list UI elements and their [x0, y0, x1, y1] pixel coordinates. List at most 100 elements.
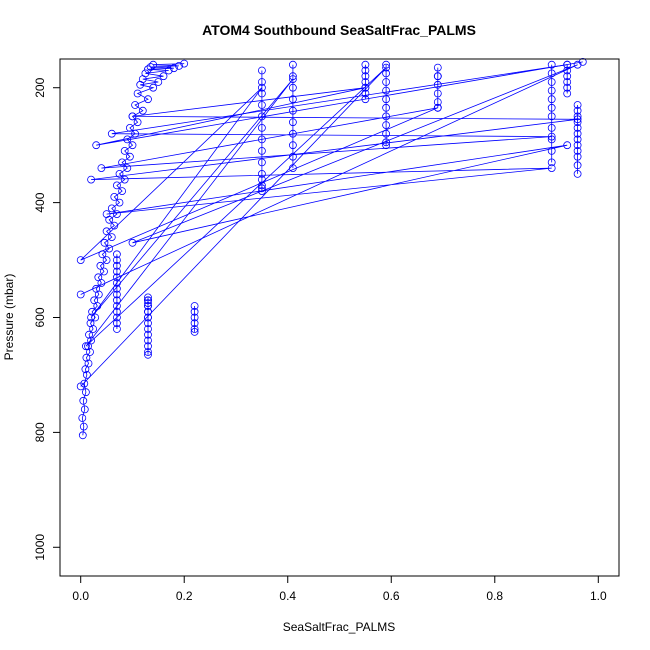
data-point — [175, 62, 183, 70]
data-point — [87, 313, 95, 322]
data-point — [113, 267, 121, 276]
data-point — [133, 118, 142, 127]
y-axis: 200 400 600 800 1000 — [33, 77, 61, 561]
data-point — [190, 302, 199, 310]
data-point — [288, 152, 297, 161]
data-point — [433, 63, 442, 72]
series-line-1 — [81, 63, 185, 436]
data-point — [190, 313, 199, 322]
data-point — [120, 175, 129, 184]
data-point — [144, 330, 152, 339]
data-point — [86, 348, 94, 356]
data-point — [97, 164, 106, 173]
data-point — [144, 299, 152, 308]
data-point — [288, 118, 297, 127]
data-point — [113, 210, 121, 219]
data-point — [87, 336, 95, 345]
data-point — [90, 296, 99, 305]
x-tick-label: 0.2 — [176, 589, 193, 603]
data-point — [573, 169, 582, 178]
data-point — [110, 221, 119, 230]
data-point — [433, 98, 442, 106]
data-point — [79, 422, 88, 431]
y-axis-label: Pressure (mbar) — [2, 274, 16, 361]
data-point — [573, 161, 582, 170]
data-point — [144, 336, 152, 345]
data-point — [131, 101, 140, 109]
y-tick-label: 200 — [33, 77, 47, 97]
data-point — [128, 141, 137, 150]
data-point — [563, 141, 572, 150]
data-point — [85, 330, 93, 339]
data-point — [144, 302, 152, 310]
data-point — [288, 60, 297, 69]
data-point — [164, 66, 173, 75]
data-point — [105, 244, 114, 253]
data-point — [573, 106, 582, 115]
data-point — [120, 146, 129, 155]
data-point — [288, 83, 297, 92]
data-point — [382, 69, 391, 78]
data-point — [128, 238, 137, 247]
data-point — [102, 227, 111, 236]
plot-marks — [76, 58, 587, 440]
data-point — [76, 256, 85, 265]
data-point — [113, 325, 121, 333]
y-tick-label: 1000 — [33, 534, 47, 561]
data-point — [144, 350, 152, 359]
data-point — [190, 327, 199, 336]
data-point — [547, 135, 556, 144]
data-point — [257, 135, 266, 144]
x-tick-label: 0.4 — [279, 589, 296, 603]
y-tick-label: 800 — [33, 422, 47, 442]
data-point — [100, 238, 109, 247]
series-line-14 — [80, 64, 568, 387]
data-point — [563, 78, 572, 86]
data-point — [288, 75, 297, 83]
data-point — [144, 313, 152, 322]
data-point — [144, 307, 152, 316]
data-point — [573, 118, 582, 127]
y-tick-label: 600 — [33, 307, 47, 327]
data-point — [83, 370, 91, 379]
data-point — [113, 273, 121, 282]
data-point — [113, 307, 121, 316]
data-point — [107, 233, 116, 242]
y-tick-label: 400 — [33, 192, 47, 212]
data-point — [92, 141, 101, 150]
data-point — [563, 83, 572, 92]
data-point — [361, 66, 370, 75]
data-point — [361, 83, 370, 92]
data-point — [547, 78, 556, 86]
data-point — [79, 396, 88, 405]
data-point — [82, 353, 91, 362]
data-point — [128, 112, 137, 121]
chart-title: ATOM4 Southbound SeaSaltFrac_PALMS — [202, 22, 476, 38]
data-point — [87, 175, 95, 184]
data-point — [361, 72, 370, 81]
data-point — [115, 198, 124, 207]
data-point — [573, 112, 582, 121]
data-point — [141, 69, 150, 78]
data-point — [190, 307, 199, 316]
data-point — [257, 101, 266, 109]
data-point — [180, 59, 189, 68]
data-point — [257, 124, 266, 132]
data-point — [257, 66, 266, 75]
data-point — [257, 169, 266, 178]
data-point — [149, 83, 158, 92]
data-point — [113, 181, 121, 190]
data-point — [573, 101, 582, 109]
data-point — [547, 124, 556, 132]
data-point — [113, 319, 121, 328]
data-point — [118, 187, 126, 196]
data-point — [190, 325, 199, 333]
data-point — [144, 319, 152, 328]
data-point — [361, 95, 370, 104]
data-point — [257, 83, 266, 92]
data-point — [76, 290, 85, 299]
data-point — [547, 132, 556, 141]
data-point — [107, 204, 116, 213]
data-point — [382, 78, 391, 86]
